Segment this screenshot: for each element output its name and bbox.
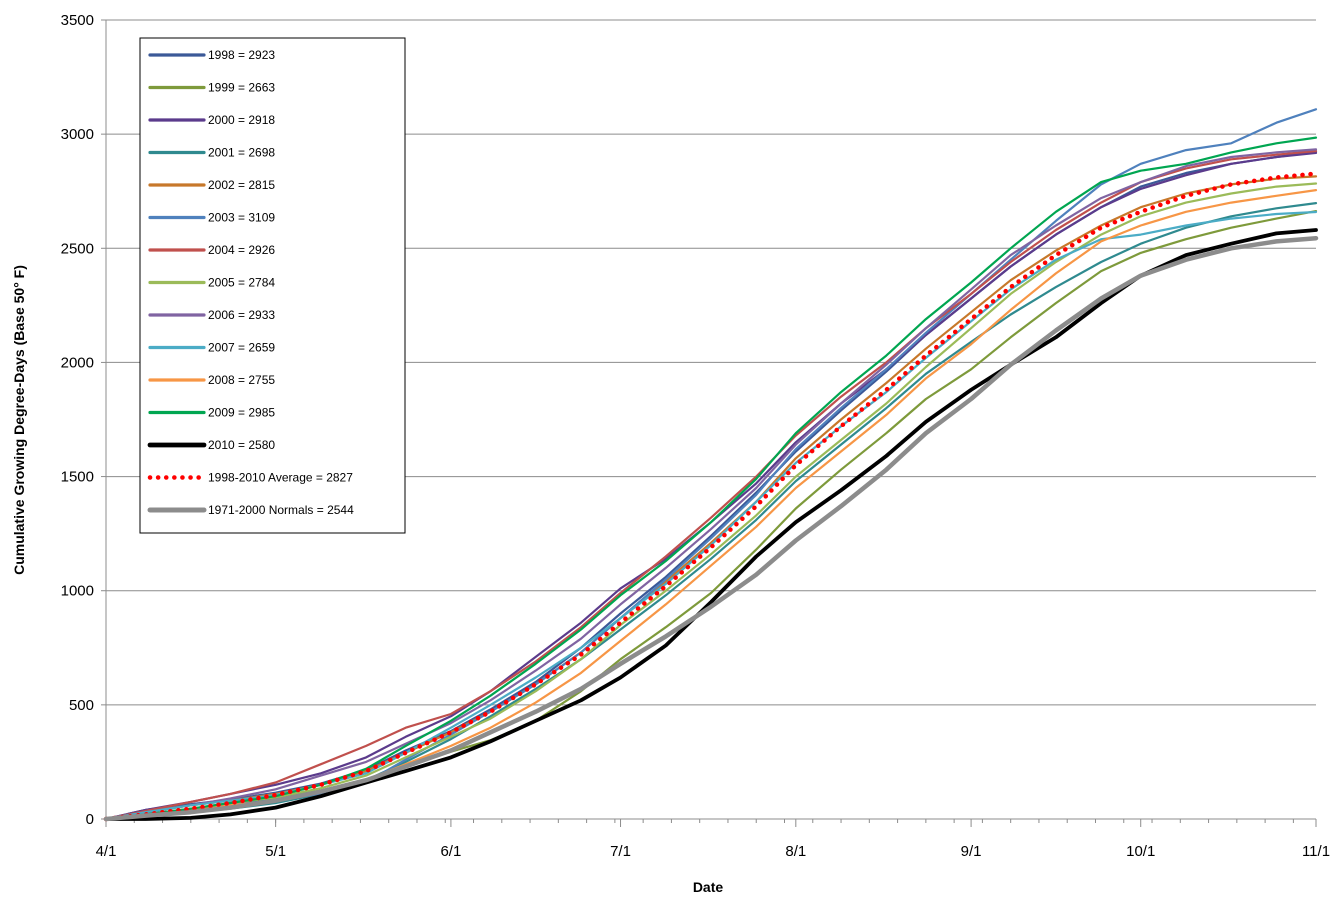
series-lines: [103, 108, 1319, 822]
x-tick-label: 5/1: [265, 843, 286, 860]
legend-label: 1999 = 2663: [208, 81, 275, 95]
legend-label: 2001 = 2698: [208, 146, 275, 160]
y-tick-label: 1000: [61, 583, 94, 600]
series-line-6: [104, 149, 1318, 821]
y-tick-label: 2500: [61, 240, 94, 257]
y-tick-labels: 0 500 1000 1500 2000 2500 3000 3500: [61, 12, 94, 828]
x-tick-label: 8/1: [785, 843, 806, 860]
series-line-12: [104, 228, 1318, 821]
legend-label: 1998 = 2923: [208, 48, 275, 62]
series-line-8: [104, 148, 1318, 821]
legend-label: 2002 = 2815: [208, 178, 275, 192]
legend-label: 1998-2010 Average = 2827: [208, 471, 353, 485]
legend-label: 2010 = 2580: [208, 438, 275, 452]
legend-label: 2003 = 3109: [208, 211, 275, 225]
y-tick-label: 500: [69, 697, 94, 714]
legend-label: 2006 = 2933: [208, 308, 275, 322]
x-tick-label: 7/1: [610, 843, 631, 860]
legend-label: 2005 = 2784: [208, 276, 275, 290]
y-tick-label: 3500: [61, 12, 94, 29]
series-line-7: [104, 182, 1318, 821]
x-tick-label: 11/1: [1302, 843, 1330, 860]
legend: 1998 = 2923 1999 = 2663 2000 = 2918 2001 = …: [139, 37, 406, 534]
series-line-14: [103, 235, 1319, 822]
y-tick-label: 3000: [61, 126, 94, 143]
y-axis-title: Cumulative Growing Degree-Days (Base 50°…: [11, 265, 27, 575]
x-tick-label: 10/1: [1126, 843, 1155, 860]
legend-label: 2008 = 2755: [208, 373, 275, 387]
x-tick-label: 6/1: [440, 843, 461, 860]
y-tick-label: 2000: [61, 354, 94, 371]
legend-label: 2004 = 2926: [208, 243, 275, 257]
series-line-3: [104, 202, 1318, 821]
legend-label: 1971-2000 Normals = 2544: [208, 503, 354, 517]
x-tick-labels: 4/1 5/1 6/1 7/1 8/1 9/1 10/1 11/1: [96, 843, 1330, 860]
legend-label: 2007 = 2659: [208, 341, 275, 355]
y-tick-label: 0: [86, 811, 94, 828]
x-tick-label: 4/1: [96, 843, 117, 860]
legend-label: 2000 = 2918: [208, 113, 275, 127]
legend-label: 2009 = 2985: [208, 406, 275, 420]
x-axis-title: Date: [693, 879, 724, 895]
x-tick-label: 9/1: [961, 843, 982, 860]
y-tick-label: 1500: [61, 469, 94, 486]
series-line-13: [103, 171, 1319, 822]
